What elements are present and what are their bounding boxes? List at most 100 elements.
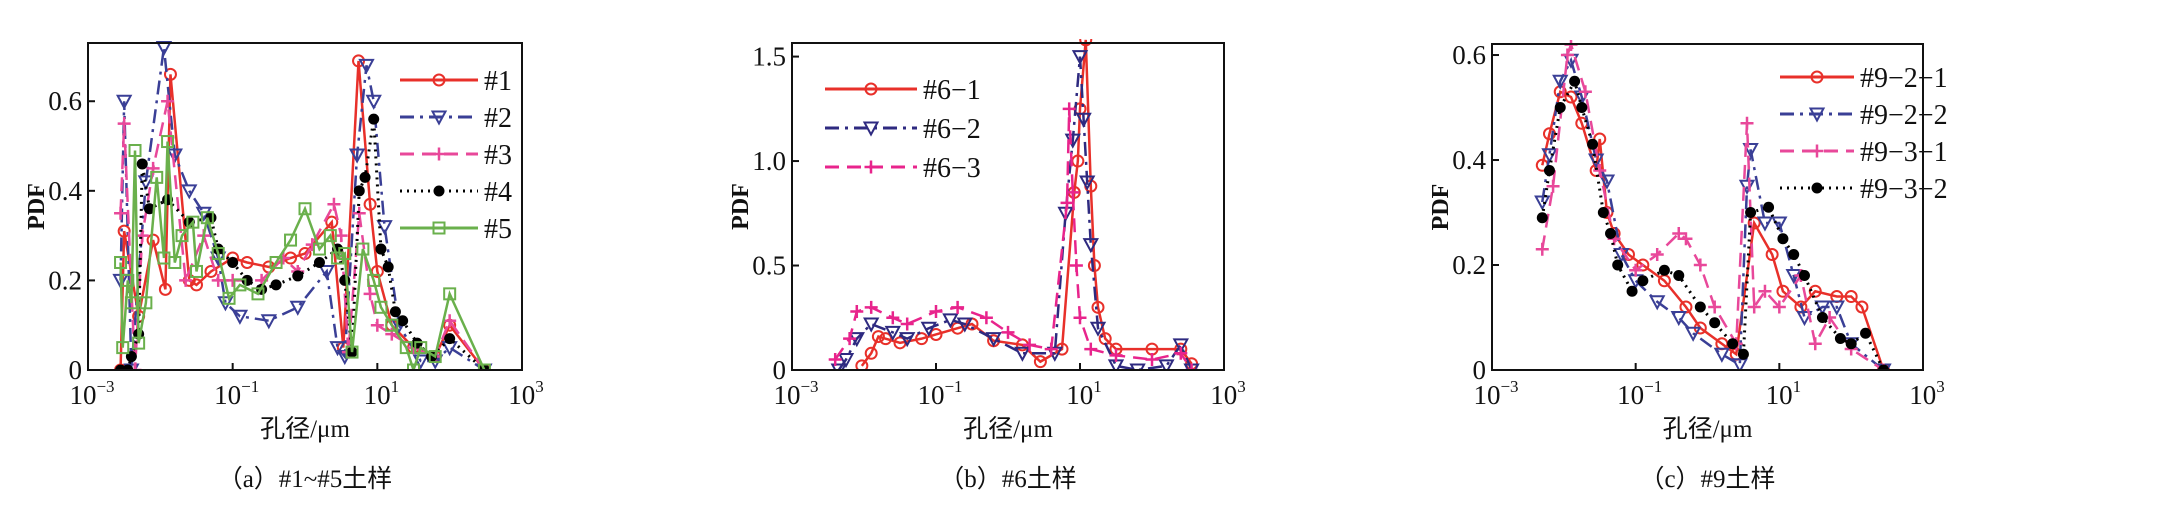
data-point — [1814, 300, 1831, 316]
data-point — [289, 300, 306, 316]
x-tick-label: 10−3 — [1473, 377, 1518, 410]
data-point — [121, 273, 135, 287]
legend-label: #9−3−1 — [1860, 137, 1948, 168]
legend-label: #1 — [484, 66, 512, 97]
legend: #9−2−1 #9−2−2 #9−3−1 #9−3−2 — [1780, 63, 1948, 205]
data-point — [899, 332, 916, 348]
data-point — [843, 332, 857, 346]
chart-panel-2: 10−3 10−1 101 10300.20.40.6PDF孔径/μm（c）#9土样#… — [1428, 40, 1948, 493]
data-point — [353, 185, 365, 197]
data-point — [956, 317, 973, 333]
data-point — [370, 318, 384, 332]
data-point — [1834, 333, 1846, 345]
x-tick-label: 103 — [1909, 377, 1945, 410]
x-tick-base: 10 — [364, 380, 391, 410]
data-point — [855, 359, 869, 370]
data-point — [1564, 90, 1578, 104]
x-tick-base: 10 — [773, 380, 800, 410]
data-point — [1747, 300, 1761, 314]
data-point — [356, 242, 370, 256]
data-point — [155, 40, 173, 57]
series-line-#6−1 — [860, 39, 1193, 367]
data-point — [929, 304, 943, 318]
data-point — [1185, 363, 1199, 370]
data-point — [1808, 337, 1822, 351]
series-group — [112, 40, 493, 370]
x-tick-base: 10 — [1473, 380, 1500, 410]
x-tick-exp: −1 — [944, 377, 962, 396]
y-tick-label: 0.6 — [48, 86, 82, 116]
legend-label: #5 — [484, 214, 512, 245]
data-point — [920, 321, 937, 337]
legend-marker — [430, 110, 448, 126]
data-point — [323, 229, 337, 243]
x-tick-base: 10 — [1066, 380, 1093, 410]
series-line-#5 — [119, 141, 486, 370]
data-point — [1650, 248, 1664, 262]
data-point — [150, 170, 164, 184]
y-tick-label: 0.4 — [48, 176, 82, 206]
legend-marker — [432, 221, 446, 235]
legend-label: #9−3−2 — [1860, 174, 1948, 205]
x-tick-exp: 1 — [1093, 377, 1102, 396]
data-point — [1672, 227, 1686, 241]
data-point — [1828, 300, 1845, 316]
data-point — [368, 113, 380, 125]
legend: #6−1 #6−2 #6−3 — [825, 75, 981, 184]
data-point — [828, 353, 842, 367]
data-point — [190, 278, 203, 292]
data-point — [146, 161, 160, 175]
data-point — [1082, 238, 1099, 254]
data-point — [1637, 275, 1649, 287]
data-point — [136, 158, 148, 170]
y-tick-label: 0.2 — [48, 265, 82, 295]
data-point — [1536, 212, 1548, 224]
data-point — [1772, 300, 1786, 314]
data-point — [863, 317, 880, 333]
data-point — [1062, 102, 1076, 116]
legend-label: #6−3 — [923, 153, 981, 184]
plot-frame — [791, 42, 1225, 371]
x-tick-exp: −1 — [1644, 377, 1662, 396]
data-point — [477, 363, 491, 370]
data-point — [864, 300, 878, 314]
legend-label: #2 — [484, 103, 512, 134]
x-tick-exp: 1 — [1793, 377, 1802, 396]
panel-caption: （a）#1~#5土样 — [218, 465, 393, 493]
data-point — [929, 327, 943, 341]
data-point — [1060, 196, 1074, 210]
data-point — [1069, 259, 1083, 273]
y-axis-label: PDF — [1428, 184, 1454, 231]
data-point — [122, 364, 134, 370]
data-point — [358, 58, 375, 74]
data-point — [1172, 338, 1189, 354]
data-point — [407, 363, 420, 370]
data-point — [312, 242, 326, 256]
data-point — [117, 117, 131, 131]
data-point — [1679, 232, 1693, 246]
x-tick-label: 101 — [1066, 377, 1102, 410]
legend-marker — [864, 160, 878, 174]
x-tick-base: 10 — [1766, 380, 1793, 410]
data-point — [195, 206, 212, 222]
data-point — [443, 287, 457, 301]
data-point — [222, 291, 236, 305]
data-point — [1816, 312, 1828, 324]
data-point — [1709, 317, 1721, 329]
data-point — [1023, 338, 1037, 352]
data-point — [146, 233, 160, 247]
data-point — [114, 206, 128, 220]
data-point — [1145, 353, 1159, 367]
data-point — [1745, 207, 1757, 219]
legend-label: #3 — [484, 140, 512, 171]
data-point — [864, 346, 878, 360]
data-point — [399, 341, 413, 355]
data-point — [444, 333, 456, 345]
data-point — [313, 256, 325, 268]
data-point — [331, 251, 345, 265]
data-point — [1708, 300, 1722, 314]
y-tick-label: 0 — [773, 355, 787, 385]
data-point — [1075, 112, 1092, 128]
data-point — [269, 255, 283, 269]
data-point — [1071, 50, 1089, 66]
